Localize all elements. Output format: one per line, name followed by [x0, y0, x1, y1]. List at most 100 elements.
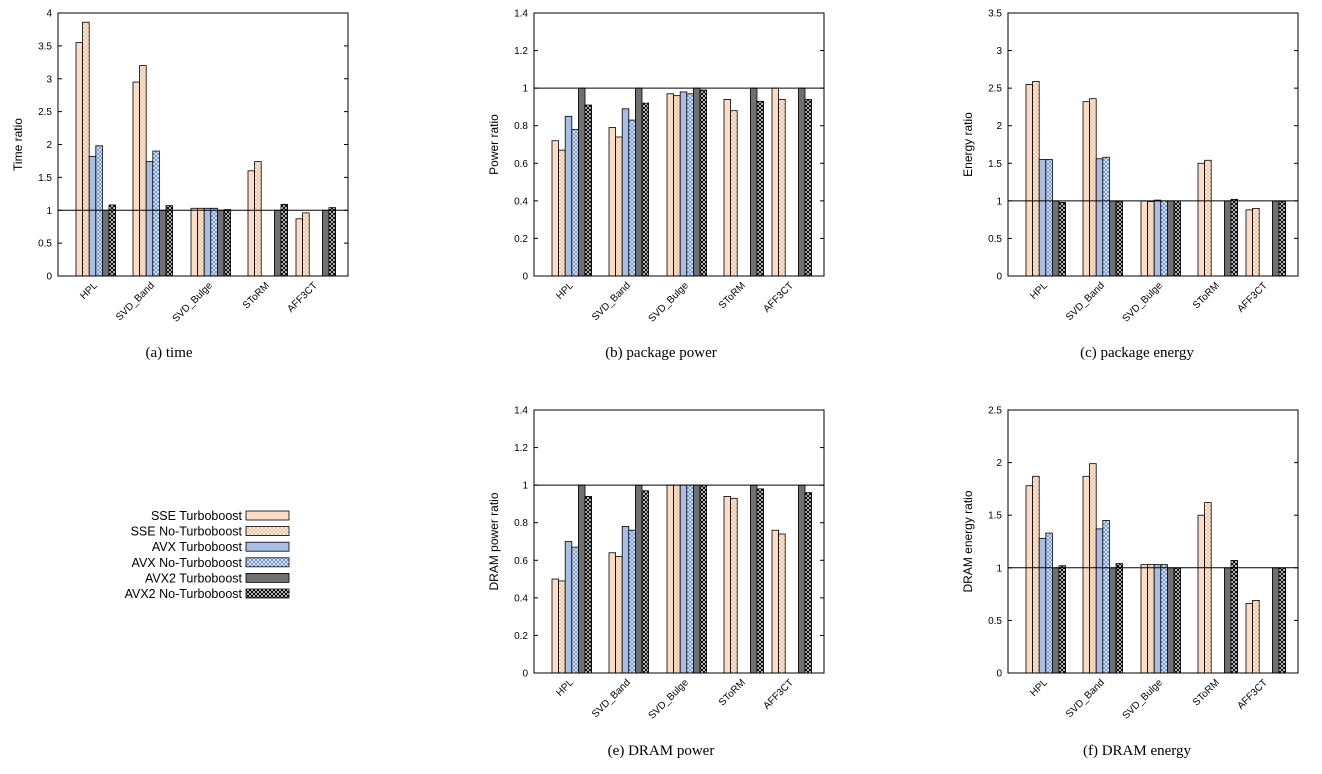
bar-package-power-2-5	[699, 89, 707, 277]
bar-dram-power-1-5	[641, 490, 649, 674]
bar-dram-power-0-3	[571, 546, 579, 674]
chart-time: 0 0.5 1 1.5 2 2.5 3 3.5 4 Time ratio HPL SVD_Band SV…	[11, 9, 349, 325]
bar-package-energy-3-0	[1197, 162, 1205, 277]
bar-time-1-5	[165, 205, 173, 277]
xtick-label-dram-power: SVD_Band	[590, 677, 633, 720]
bar-package-power-4-5	[804, 99, 812, 277]
bar-dram-energy-2-4	[1167, 567, 1175, 674]
legend-swatch	[245, 557, 290, 568]
xtick-label-package-energy: SVD_Bulge	[1121, 280, 1166, 325]
bar-time-4-1	[302, 212, 310, 277]
bar-dram-energy-3-0	[1197, 514, 1205, 674]
bar-package-power-3-0	[723, 99, 731, 277]
bar-dram-energy-1-2	[1095, 528, 1104, 674]
bar-time-0-2	[88, 155, 97, 277]
caption-time: (a) time	[145, 345, 193, 361]
bar-dram-energy-2-5	[1173, 567, 1181, 674]
legend-label: AVX No-Turboboost	[132, 556, 243, 570]
bar-package-energy-2-2	[1153, 199, 1162, 277]
bar-dram-energy-0-2	[1038, 537, 1047, 674]
caption-dram-power: (e) DRAM power	[607, 743, 715, 759]
bar-package-power-3-4	[750, 87, 758, 277]
ytick-label-package-energy: 3	[996, 46, 1002, 57]
bar-dram-energy-1-4	[1109, 567, 1117, 674]
ytick-label-dram-power: 1.2	[514, 443, 528, 454]
ytick-label-package-energy: 1	[996, 196, 1002, 207]
ytick-label-package-power: 0.6	[514, 159, 528, 170]
ytick-label-time: 0	[46, 272, 52, 283]
ytick-label-dram-energy: 1	[996, 563, 1002, 574]
ytick-label-package-energy: 3.5	[988, 9, 1002, 20]
bar-time-2-0	[190, 207, 198, 277]
bar-dram-energy-2-2	[1153, 564, 1162, 674]
bar-dram-power-1-3	[628, 529, 636, 674]
bar-dram-power-0-5	[584, 496, 592, 674]
xtick-label-package-power: HPL	[554, 280, 576, 302]
bar-package-energy-3-5	[1230, 198, 1238, 277]
xtick-label-dram-power: AFF3CT	[761, 677, 795, 711]
bar-package-energy-0-1	[1032, 80, 1040, 277]
ytick-label-time: 2.5	[38, 107, 52, 118]
bar-dram-energy-1-3	[1102, 520, 1110, 674]
ytick-label-package-power: 1.4	[514, 9, 528, 20]
xtick-label-package-energy: HPL	[1028, 280, 1050, 302]
bar-dram-power-4-5	[804, 492, 812, 674]
bar-dram-power-2-5	[699, 484, 707, 674]
xtick-label-dram-energy: SVD_Bulge	[1121, 677, 1166, 722]
bar-time-1-4	[158, 209, 167, 277]
chart-dram-energy: 0 0.5 1 1.5 2 2.5 DRAM energy ratio HPL SVD_Band…	[961, 406, 1299, 722]
legend-swatch	[245, 588, 290, 599]
bar-package-power-4-1	[778, 99, 786, 277]
ytick-label-time: 1	[46, 206, 52, 217]
chart-package-power: 0 0.2 0.4 0.6 0.8 1 1.2 1.4 Power ratio HPL SVD_Ba…	[487, 9, 825, 325]
ytick-label-package-energy: 0	[996, 272, 1002, 283]
ylabel-dram-power: DRAM power ratio	[487, 492, 501, 590]
bar-dram-power-2-4	[693, 484, 701, 674]
bar-package-energy-0-5	[1058, 201, 1066, 277]
bar-package-energy-3-4	[1224, 200, 1232, 277]
legend-swatch	[245, 573, 290, 583]
xtick-label-package-energy: AFF3CT	[1235, 280, 1269, 314]
bar-time-1-0	[132, 81, 140, 277]
ytick-label-time: 3	[46, 74, 52, 85]
bar-package-power-1-3	[628, 119, 636, 277]
bar-dram-power-0-4	[578, 484, 586, 674]
legend-label: AVX2 Turboboost	[145, 571, 243, 585]
bar-time-1-3	[152, 150, 160, 277]
bar-dram-energy-1-5	[1115, 563, 1123, 674]
bar-package-energy-0-3	[1045, 159, 1053, 277]
bar-time-4-4	[321, 209, 330, 277]
ytick-label-dram-power: 0	[522, 669, 528, 680]
bar-dram-power-4-4	[798, 484, 806, 674]
bar-dram-power-1-4	[635, 484, 643, 674]
xtick-label-dram-energy: SToRM	[1191, 677, 1222, 708]
ylabel-package-energy: Energy ratio	[961, 112, 975, 177]
xtick-label-package-power: SToRM	[717, 280, 748, 311]
bar-time-2-5	[223, 209, 231, 277]
bar-time-3-0	[247, 170, 255, 277]
bar-package-power-4-4	[798, 87, 806, 277]
xtick-label-package-energy: SToRM	[1191, 280, 1222, 311]
bar-package-power-3-1	[730, 110, 738, 277]
ytick-label-package-power: 1.2	[514, 46, 528, 57]
legend-label: AVX2 No-Turboboost	[125, 587, 243, 601]
bar-package-power-1-0	[608, 127, 616, 277]
ylabel-dram-energy: DRAM energy ratio	[961, 490, 975, 592]
ytick-label-dram-power: 1.4	[514, 406, 528, 417]
ytick-label-dram-power: 0.8	[514, 518, 528, 529]
ytick-label-package-power: 1	[522, 84, 528, 95]
ytick-label-dram-energy: 1.5	[988, 511, 1002, 522]
bar-package-power-0-0	[551, 140, 559, 277]
ytick-label-package-power: 0.4	[514, 196, 528, 207]
bar-time-3-1	[254, 161, 262, 277]
bar-package-power-3-5	[756, 100, 764, 277]
bar-dram-power-1-2	[621, 526, 630, 674]
bar-dram-power-3-0	[723, 496, 731, 674]
bar-time-4-5	[328, 207, 336, 277]
bar-dram-energy-0-0	[1025, 485, 1033, 674]
bar-dram-energy-0-5	[1058, 565, 1066, 674]
caption-package-power: (b) package power	[605, 345, 717, 361]
xtick-label-package-energy: SVD_Band	[1064, 280, 1107, 323]
